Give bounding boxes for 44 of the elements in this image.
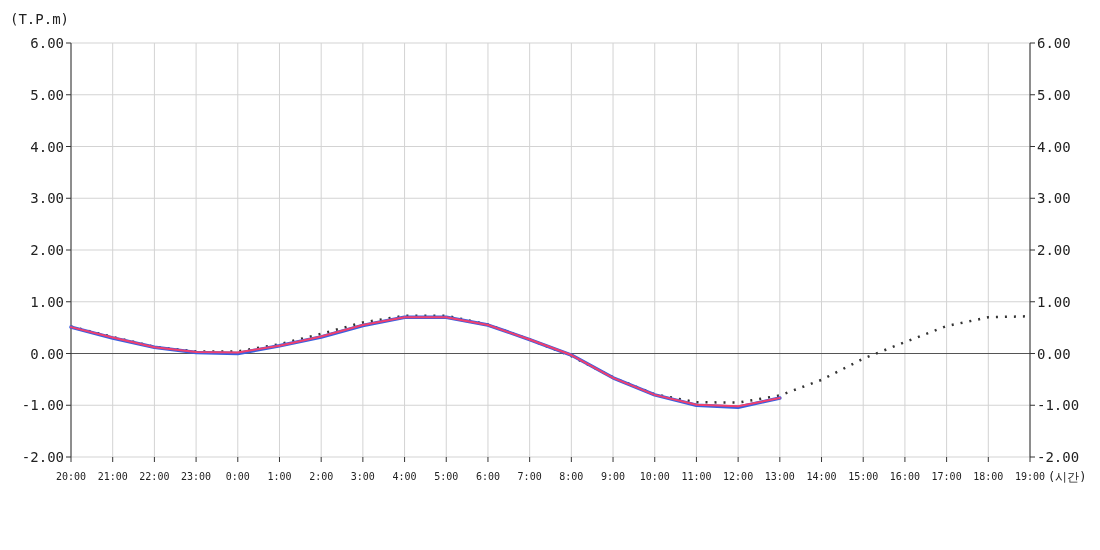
y2-tick-label: 4.00 [1037,138,1071,155]
x-tick-label: 3:00 [350,471,375,482]
y2-tick-label: 0.00 [1037,345,1071,362]
x-tick-label: 10:00 [639,471,670,482]
y2-tick-label: 1.00 [1037,293,1071,310]
x-tick-label: 12:00 [723,471,754,482]
y-tick-label: 2.00 [30,242,64,258]
x-tick-label: 6:00 [475,471,500,482]
x-tick-label: 8:00 [559,471,584,482]
x-tick-label: 20:00 [55,471,87,482]
y-tick-label: 3.00 [30,190,64,207]
y-tick-label: 0.00 [30,345,64,362]
x-tick-label: 23:00 [181,471,212,482]
y2-tick-label: -2.00 [1037,449,1080,465]
y-tick-label: 1.00 [30,293,64,310]
x-tick-label: 11:00 [681,471,712,482]
x-tick-label: 0:00 [225,471,250,482]
x-tick-label: 7:00 [517,471,542,482]
y2-tick-label: 5.00 [1037,86,1071,103]
x-tick-label: 18:00 [973,471,1004,482]
y2-tick-label: 6.00 [1037,35,1071,51]
x-tick-label: 13:00 [764,471,795,482]
x-tick-label: 14:00 [806,471,837,482]
y-tick-label: 5.00 [30,86,64,103]
x-axis-title: (시간) [1048,470,1087,484]
y-tick-label: 4.00 [30,138,64,155]
x-tick-label: 19:00 [1014,471,1046,482]
x-tick-label: 9:00 [601,471,626,482]
x-tick-label: 2:00 [309,471,334,482]
x-tick-label: 17:00 [931,471,962,482]
x-tick-label: 16:00 [889,471,920,482]
x-tick-label: 21:00 [97,471,128,482]
x-tick-label: 5:00 [434,471,459,482]
x-tick-label: 4:00 [392,471,417,482]
y-tick-label: 6.00 [30,35,64,51]
y2-tick-label: -1.00 [1037,397,1080,414]
y2-tick-label: 3.00 [1037,190,1071,207]
x-tick-label: 15:00 [848,471,879,482]
x-tick-label: 1:00 [267,471,292,482]
y2-tick-label: 2.00 [1037,242,1071,258]
y-axis-title: (T.P.m) [10,11,70,27]
x-tick-label: 22:00 [139,471,170,482]
y-tick-label: -1.00 [21,397,64,414]
y-tick-label: -2.00 [21,449,64,465]
